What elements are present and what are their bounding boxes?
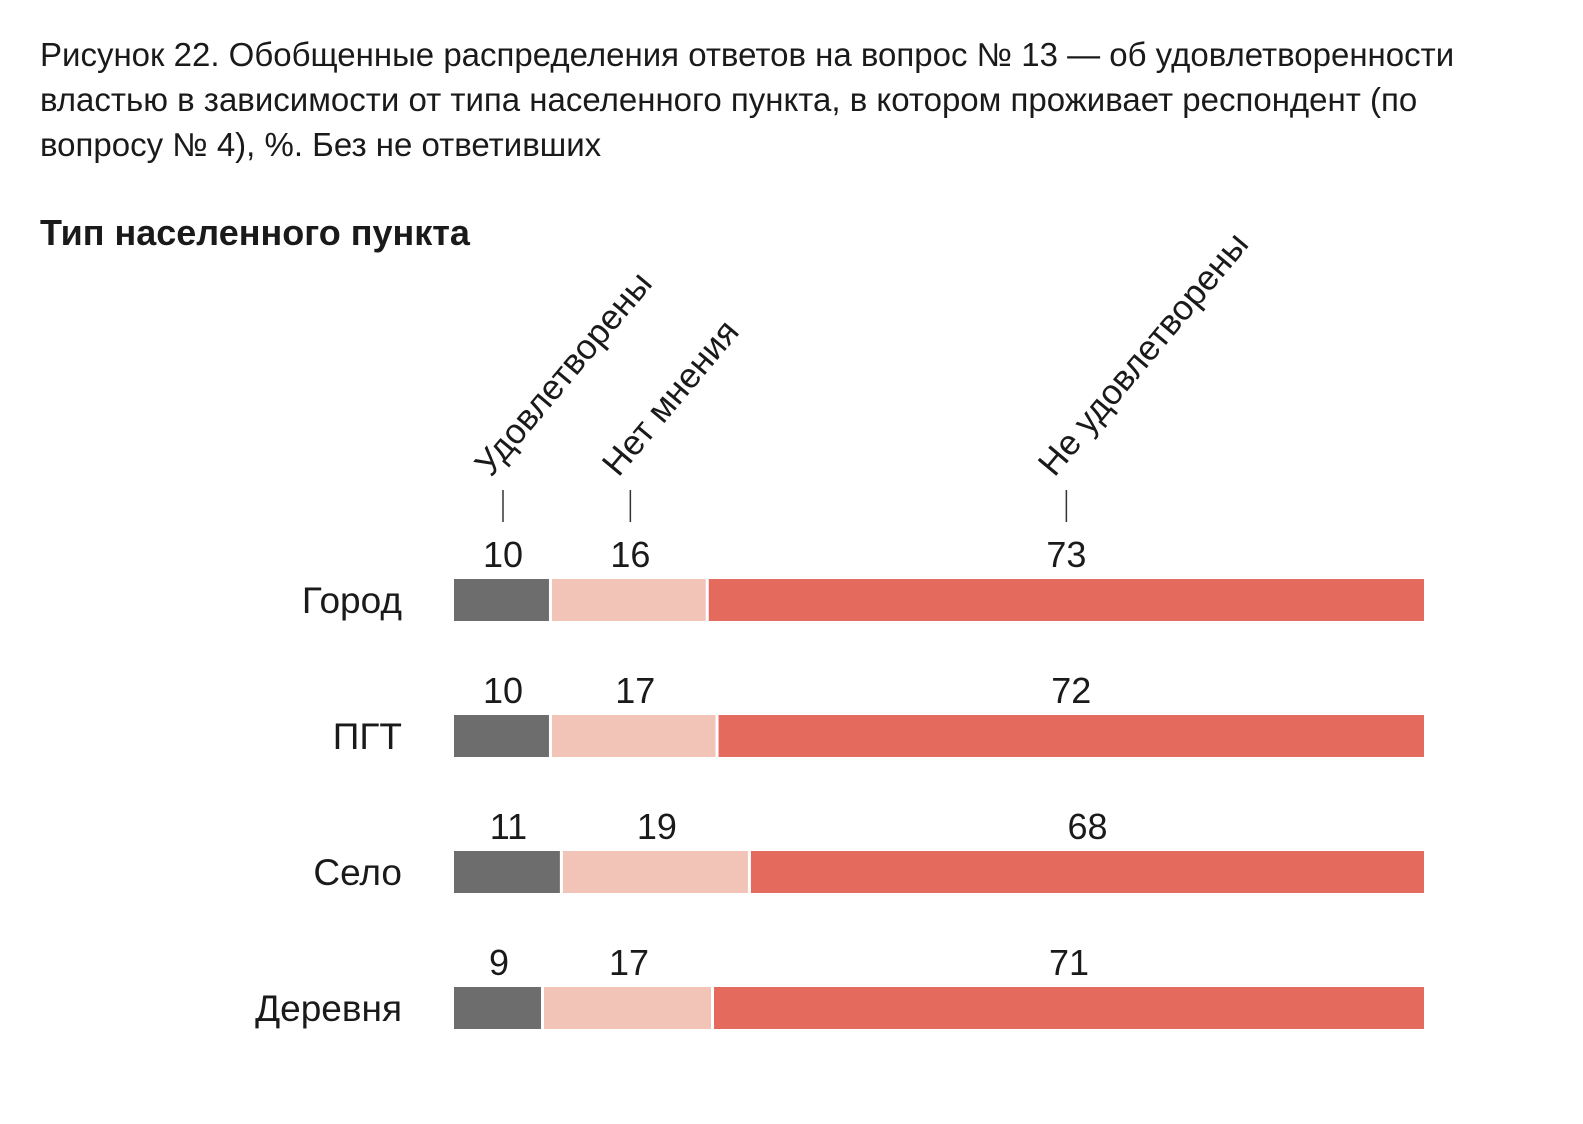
category-label-3: Село: [313, 852, 402, 893]
category-label-1: Город: [302, 580, 402, 621]
bar-деревня-2: [544, 987, 711, 1029]
bar-город-3: [708, 579, 1424, 621]
value-label-4-3: 71: [1049, 942, 1089, 983]
value-label-2-1: 10: [483, 670, 523, 711]
bar-деревня-1: [454, 987, 541, 1029]
bar-город-1: [454, 579, 549, 621]
value-label-3-3: 68: [1067, 806, 1107, 847]
bar-пгт-1: [454, 715, 549, 757]
bar-село-3: [750, 851, 1424, 893]
bar-пгт-3: [718, 715, 1424, 757]
figure-caption: Рисунок 22. Обобщенные распределения отв…: [40, 36, 1455, 163]
bar-пгт-2: [551, 715, 716, 757]
value-label-2-3: 72: [1051, 670, 1091, 711]
category-label-4: Деревня: [255, 988, 402, 1029]
value-label-2-2: 17: [615, 670, 655, 711]
bar-деревня-3: [714, 987, 1424, 1029]
value-label-4-2: 17: [609, 942, 649, 983]
value-label-3-1: 11: [490, 806, 527, 847]
value-label-1-2: 16: [610, 534, 650, 575]
bar-село-2: [562, 851, 748, 893]
value-label-4-1: 9: [489, 942, 509, 983]
bar-село-1: [454, 851, 560, 893]
category-label-2: ПГТ: [333, 716, 402, 757]
chart-title: Тип населенного пункта: [40, 212, 470, 253]
value-label-3-2: 19: [637, 806, 677, 847]
bar-город-2: [551, 579, 706, 621]
legend-label-3: Не удовлетворены: [1031, 225, 1256, 483]
value-label-1-3: 73: [1046, 534, 1086, 575]
value-label-1-1: 10: [483, 534, 523, 575]
